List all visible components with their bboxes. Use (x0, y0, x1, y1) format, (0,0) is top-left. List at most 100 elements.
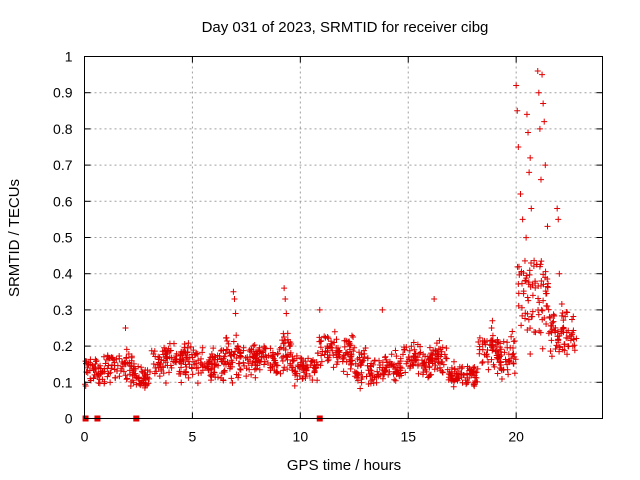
data-point (255, 357, 262, 364)
data-point (210, 345, 217, 352)
data-point (463, 379, 470, 386)
data-point (277, 370, 284, 377)
data-point (401, 347, 408, 354)
data-point (538, 277, 545, 284)
data-point (355, 371, 362, 378)
data-point (317, 362, 324, 369)
data-point (547, 348, 554, 355)
data-point (501, 349, 508, 356)
data-point (417, 343, 424, 350)
data-point (525, 129, 532, 136)
data-point (128, 357, 135, 364)
data-point (195, 364, 202, 371)
data-point (281, 339, 288, 346)
data-point (325, 335, 332, 342)
data-point (305, 355, 312, 362)
data-point (145, 380, 152, 387)
data-point (570, 313, 577, 320)
data-point (133, 381, 140, 388)
data-point (228, 357, 235, 364)
data-point (535, 283, 542, 290)
data-point (515, 144, 522, 150)
data-point (233, 355, 240, 362)
data-point (289, 353, 296, 360)
data-point (267, 345, 274, 352)
x-tick-label: 10 (293, 429, 309, 445)
data-point (112, 374, 119, 381)
data-point (281, 285, 288, 292)
data-point (106, 355, 113, 362)
data-point (147, 368, 154, 375)
data-point (86, 359, 93, 366)
data-point (504, 339, 511, 346)
data-point (316, 338, 323, 345)
data-point (466, 367, 473, 374)
data-point (287, 349, 294, 356)
data-point (187, 343, 194, 350)
data-point (539, 307, 546, 314)
data-point (471, 363, 478, 370)
data-point (179, 356, 186, 363)
data-point (470, 380, 477, 387)
data-point (262, 352, 269, 359)
data-point (125, 350, 132, 357)
data-point (171, 355, 178, 362)
y-tick-label: 0.5 (53, 230, 73, 246)
data-point (364, 355, 371, 362)
data-point (123, 346, 130, 353)
data-point (309, 358, 316, 365)
data-point (534, 67, 541, 74)
data-point (119, 359, 126, 366)
x-tick-label: 15 (400, 429, 416, 445)
data-point (113, 356, 120, 363)
data-point (293, 352, 300, 359)
data-point (542, 288, 549, 295)
data-point (430, 347, 437, 354)
data-point (123, 355, 130, 362)
data-point (352, 360, 359, 367)
data-point (498, 346, 505, 353)
data-point (298, 359, 305, 366)
data-point (157, 360, 164, 367)
data-point (287, 342, 294, 349)
data-point (225, 340, 232, 347)
data-point (86, 367, 93, 374)
data-point (267, 352, 274, 359)
data-point (173, 359, 180, 366)
data-point (107, 379, 114, 386)
data-point (520, 288, 527, 295)
data-point (483, 351, 490, 358)
data-point (199, 344, 206, 351)
data-point (226, 365, 233, 372)
data-point (158, 367, 165, 374)
data-point (136, 374, 143, 381)
data-point (396, 371, 403, 378)
y-tick-label: 0 (65, 411, 73, 427)
data-point (292, 372, 299, 379)
data-point (217, 347, 224, 354)
data-point (562, 313, 569, 320)
data-point (540, 271, 547, 278)
data-point (528, 205, 535, 212)
data-point (120, 368, 127, 375)
data-point (251, 366, 258, 373)
data-point (488, 344, 495, 351)
data-point (382, 364, 389, 371)
data-point (238, 353, 245, 360)
data-point (181, 348, 188, 355)
data-point (358, 379, 365, 386)
data-point (105, 362, 112, 369)
data-point (541, 118, 548, 125)
data-point (556, 332, 563, 339)
data-point (339, 356, 346, 363)
data-point (274, 351, 281, 358)
data-point (515, 290, 522, 297)
data-point (336, 353, 343, 360)
data-point (552, 324, 559, 331)
data-point (281, 334, 288, 341)
data-point (348, 357, 355, 364)
data-point (451, 370, 458, 377)
data-point (525, 279, 532, 286)
data-point (518, 269, 525, 276)
